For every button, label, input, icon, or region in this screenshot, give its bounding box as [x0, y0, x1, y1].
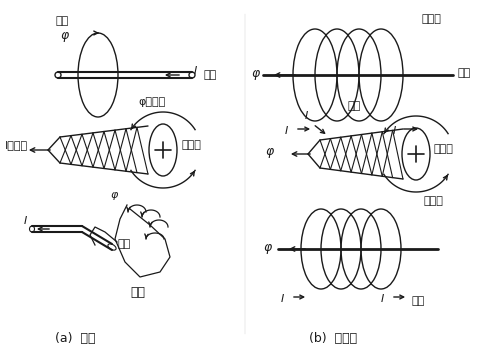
- Text: 右ねじ: 右ねじ: [181, 140, 201, 150]
- Ellipse shape: [149, 124, 177, 176]
- Text: Iの方向: Iの方向: [5, 140, 28, 150]
- Text: φ: φ: [265, 145, 273, 159]
- Text: 右手: 右手: [411, 296, 424, 306]
- Text: φ: φ: [110, 190, 118, 200]
- Ellipse shape: [30, 226, 35, 232]
- Text: I: I: [305, 111, 308, 121]
- Text: φ: φ: [60, 29, 68, 41]
- Text: 右手: 右手: [130, 285, 145, 298]
- Text: I: I: [285, 126, 288, 136]
- Text: 右ねじ: 右ねじ: [434, 144, 454, 154]
- Text: (b)  コイル: (b) コイル: [309, 332, 357, 346]
- Text: 導体: 導体: [117, 239, 130, 249]
- Text: I: I: [24, 216, 27, 226]
- Text: I: I: [381, 294, 384, 304]
- Text: φ: φ: [263, 240, 271, 253]
- Text: 磁束: 磁束: [457, 68, 470, 78]
- Text: I: I: [281, 294, 284, 304]
- Ellipse shape: [55, 72, 61, 78]
- Text: 導体: 導体: [204, 70, 217, 80]
- Text: φの方向: φの方向: [138, 97, 165, 107]
- Text: 電流: 電流: [348, 101, 361, 111]
- Ellipse shape: [189, 72, 195, 78]
- Ellipse shape: [108, 244, 116, 250]
- Ellipse shape: [402, 128, 430, 180]
- Text: コイル: コイル: [421, 14, 441, 24]
- Text: コイル: コイル: [423, 196, 443, 206]
- Text: (a)  導体: (a) 導体: [55, 332, 95, 346]
- Text: I: I: [194, 66, 197, 76]
- Text: 磁束: 磁束: [56, 16, 69, 26]
- Text: φ: φ: [251, 67, 259, 80]
- Text: I: I: [393, 126, 396, 136]
